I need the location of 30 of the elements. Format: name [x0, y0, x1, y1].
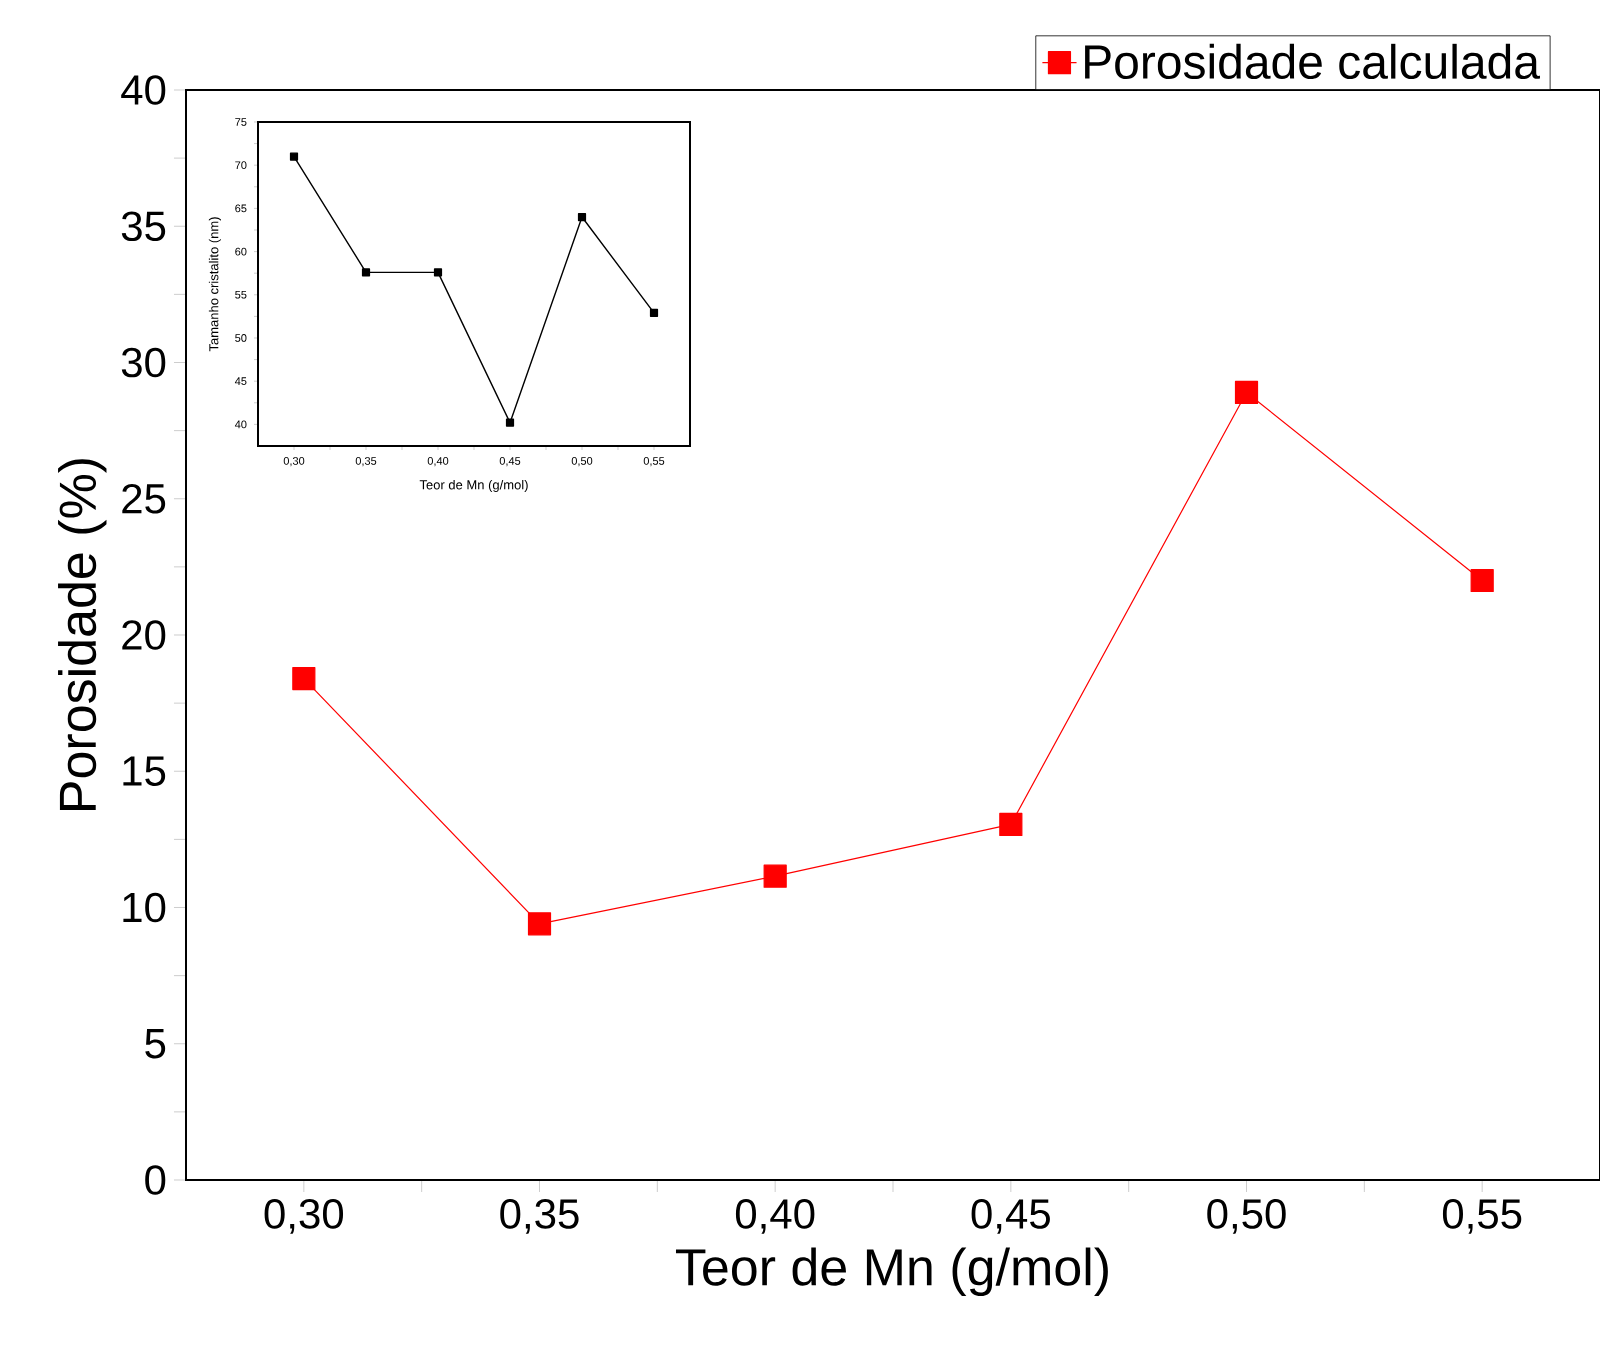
x-tick-label: 0,55	[1442, 1199, 1522, 1234]
y-tick-label: 30	[121, 347, 166, 378]
x-tick-label: 0,30	[264, 1199, 344, 1234]
y-tick-label: 20	[122, 620, 166, 650]
x-tick-label: 0,45	[971, 1199, 1050, 1234]
y-tick-label: 15	[123, 756, 166, 786]
point	[289, 152, 299, 161]
x-tick-label: 0,40	[735, 1199, 815, 1234]
point	[1470, 568, 1494, 593]
point	[577, 212, 587, 222]
point	[999, 812, 1023, 836]
y-tick-label: 40	[121, 75, 166, 105]
point	[763, 864, 787, 888]
y-tick-label: 10	[123, 892, 166, 923]
x-tick-label: 0,50	[1207, 1199, 1286, 1234]
y-axis-title: Porosidade (%)	[58, 459, 107, 810]
y-tick-label: 25	[122, 483, 166, 514]
point	[1234, 380, 1259, 405]
point	[649, 308, 659, 318]
y-tick-label: 5	[145, 1029, 166, 1059]
x-axis-title: Teor de Mn (g/mol)	[675, 1247, 1108, 1296]
x-tick-label: 0,35	[500, 1199, 579, 1234]
point	[292, 667, 316, 691]
point	[361, 268, 371, 277]
point	[527, 912, 552, 936]
point	[433, 268, 443, 277]
y-tick-label: 35	[121, 211, 166, 242]
point	[505, 418, 515, 427]
y-tick-label: 0	[145, 1165, 166, 1195]
legend-label: Porosidade calculada	[1085, 43, 1540, 80]
